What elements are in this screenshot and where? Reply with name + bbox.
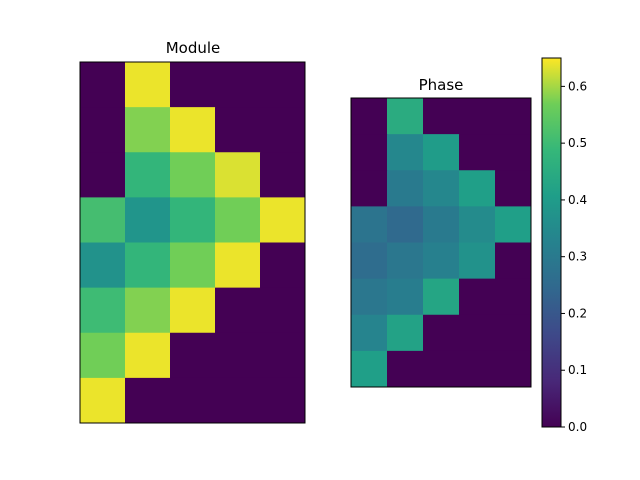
phase-cell-r2-c3 xyxy=(459,170,496,207)
phase-cell-r0-c1 xyxy=(387,98,424,135)
phase-title: Phase xyxy=(419,76,464,94)
phase-cell-r2-c2 xyxy=(423,170,460,207)
module-cell-r1-c3 xyxy=(215,107,261,153)
phase-cell-r5-c3 xyxy=(459,278,496,316)
phase-cell-r1-c3 xyxy=(459,134,496,171)
colorbar-tick-label: 0.2 xyxy=(568,306,587,320)
phase-cell-r6-c2 xyxy=(423,314,460,352)
phase-cell-r5-c2 xyxy=(423,278,460,316)
phase-cell-r5-c1 xyxy=(387,278,424,316)
phase-cell-r4-c0 xyxy=(351,242,388,280)
phase-cell-r3-c1 xyxy=(387,206,424,243)
module-cell-r4-c2 xyxy=(170,242,216,289)
phase-cell-r0-c3 xyxy=(459,98,496,135)
module-cell-r6-c3 xyxy=(215,332,261,379)
colorbar-tick-label: 0.6 xyxy=(568,79,587,93)
phase-cell-r1-c4 xyxy=(495,134,532,171)
module-cell-r2-c0 xyxy=(80,152,126,198)
phase-cell-r1-c2 xyxy=(423,134,460,171)
module-cell-r2-c2 xyxy=(170,152,216,198)
module-cell-r4-c4 xyxy=(260,242,306,289)
module-cell-r5-c1 xyxy=(125,287,171,334)
module-cell-r6-c2 xyxy=(170,332,216,379)
colorbar-gradient xyxy=(542,58,561,427)
phase-cell-r6-c3 xyxy=(459,314,496,352)
module-cell-r7-c3 xyxy=(215,377,261,424)
module-cell-r4-c1 xyxy=(125,242,171,289)
phase-cell-r2-c0 xyxy=(351,170,388,207)
module-cell-r2-c3 xyxy=(215,152,261,198)
phase-cell-r1-c0 xyxy=(351,134,388,171)
module-cell-r1-c1 xyxy=(125,107,171,153)
module-cell-r7-c1 xyxy=(125,377,171,424)
colorbar-tick-label: 0.4 xyxy=(568,193,587,207)
phase-cell-r4-c4 xyxy=(495,242,532,280)
phase-cell-r3-c4 xyxy=(495,206,532,243)
module-cell-r0-c0 xyxy=(80,62,126,108)
phase-cell-r7-c1 xyxy=(387,350,424,388)
phase-cell-r0-c2 xyxy=(423,98,460,135)
phase-cell-r4-c2 xyxy=(423,242,460,280)
module-cell-r1-c0 xyxy=(80,107,126,153)
module-heatmap xyxy=(80,62,306,424)
module-title: Module xyxy=(166,39,221,57)
colorbar-tick-label: 0.3 xyxy=(568,250,587,264)
phase-cell-r7-c3 xyxy=(459,350,496,388)
phase-cell-r6-c0 xyxy=(351,314,388,352)
phase-cell-r0-c4 xyxy=(495,98,532,135)
module-cell-r5-c0 xyxy=(80,287,126,334)
module-cell-r7-c2 xyxy=(170,377,216,424)
module-cell-r3-c0 xyxy=(80,197,126,243)
module-cell-r5-c3 xyxy=(215,287,261,334)
module-cell-r1-c4 xyxy=(260,107,306,153)
phase-cell-r3-c2 xyxy=(423,206,460,243)
phase-cell-r5-c4 xyxy=(495,278,532,316)
module-cell-r3-c3 xyxy=(215,197,261,243)
phase-cell-r2-c1 xyxy=(387,170,424,207)
phase-cell-r7-c2 xyxy=(423,350,460,388)
phase-cell-r1-c1 xyxy=(387,134,424,171)
phase-heatmap xyxy=(351,98,532,388)
colorbar-tick-label: 0.0 xyxy=(568,420,587,434)
phase-cell-r5-c0 xyxy=(351,278,388,316)
phase-cell-r4-c1 xyxy=(387,242,424,280)
module-cell-r1-c2 xyxy=(170,107,216,153)
module-cell-r2-c4 xyxy=(260,152,306,198)
module-cell-r5-c4 xyxy=(260,287,306,334)
module-cell-r2-c1 xyxy=(125,152,171,198)
phase-cell-r6-c4 xyxy=(495,314,532,352)
module-cell-r4-c3 xyxy=(215,242,261,289)
module-cell-r0-c1 xyxy=(125,62,171,108)
module-cell-r0-c4 xyxy=(260,62,306,108)
phase-cell-r7-c0 xyxy=(351,350,388,388)
colorbar-frame xyxy=(541,57,562,428)
module-cell-r0-c2 xyxy=(170,62,216,108)
module-cell-r6-c0 xyxy=(80,332,126,379)
colorbar-tick-label: 0.5 xyxy=(568,136,587,150)
phase-frame xyxy=(350,97,532,388)
module-cell-r7-c4 xyxy=(260,377,306,424)
module-cell-r7-c0 xyxy=(80,377,126,424)
module-frame xyxy=(79,61,306,424)
module-cell-r6-c4 xyxy=(260,332,306,379)
colorbar-axis: 0.0 0.1 0.2 0.3 0.4 0.5 0.6 xyxy=(561,79,587,434)
phase-cell-r3-c3 xyxy=(459,206,496,243)
module-cell-r3-c1 xyxy=(125,197,171,243)
phase-cell-r6-c1 xyxy=(387,314,424,352)
phase-cell-r7-c4 xyxy=(495,350,532,388)
module-cell-r3-c2 xyxy=(170,197,216,243)
colorbar-tick-label: 0.1 xyxy=(568,363,587,377)
module-cell-r5-c2 xyxy=(170,287,216,334)
module-cell-r4-c0 xyxy=(80,242,126,289)
module-cell-r3-c4 xyxy=(260,197,306,243)
module-cell-r6-c1 xyxy=(125,332,171,379)
module-cell-r0-c3 xyxy=(215,62,261,108)
phase-cell-r2-c4 xyxy=(495,170,532,207)
phase-cell-r0-c0 xyxy=(351,98,388,135)
phase-cell-r3-c0 xyxy=(351,206,388,243)
phase-cell-r4-c3 xyxy=(459,242,496,280)
